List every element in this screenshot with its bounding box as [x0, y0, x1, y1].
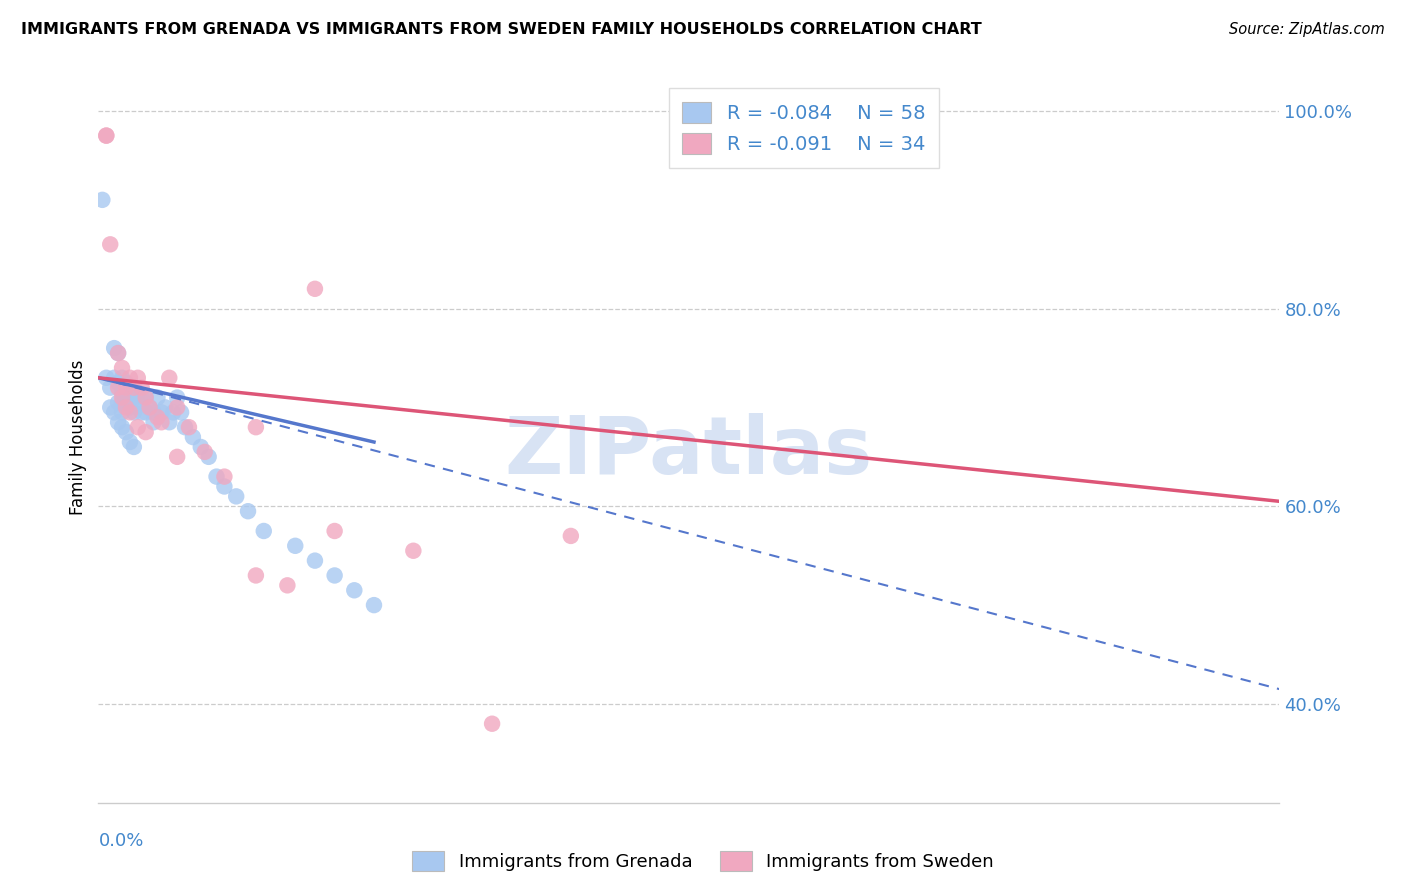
Point [122, 440, 145, 454]
Point [111, 360, 134, 375]
Point [214, 479, 236, 493]
Point [146, 410, 169, 425]
Point [135, 391, 157, 405]
Point [127, 420, 149, 434]
Point [107, 376, 129, 390]
Text: IMMIGRANTS FROM GRENADA VS IMMIGRANTS FROM SWEDEN FAMILY HOUSEHOLDS CORRELATION : IMMIGRANTS FROM GRENADA VS IMMIGRANTS FR… [21, 22, 981, 37]
Point [142, 405, 165, 419]
Point [166, 391, 188, 405]
Point [135, 391, 157, 405]
Point [98, 237, 121, 252]
Point [194, 445, 217, 459]
Point [135, 425, 157, 439]
Point [245, 420, 267, 434]
Point [170, 405, 193, 419]
Point [150, 405, 173, 419]
Point [103, 341, 125, 355]
Point [107, 346, 129, 360]
Point [115, 376, 138, 390]
Point [111, 405, 134, 419]
Point [197, 450, 219, 464]
Point [253, 524, 276, 538]
Point [127, 385, 149, 400]
Point [111, 385, 134, 400]
Text: ZIPatlas: ZIPatlas [505, 413, 873, 491]
Point [122, 381, 145, 395]
Point [115, 381, 138, 395]
Point [111, 371, 134, 385]
Point [245, 568, 267, 582]
Point [96, 128, 118, 143]
Point [162, 405, 184, 419]
Point [205, 469, 228, 483]
Point [142, 415, 165, 429]
Point [96, 371, 118, 385]
Legend: R = -0.084    N = 58, R = -0.091    N = 34: R = -0.084 N = 58, R = -0.091 N = 34 [669, 88, 939, 168]
Point [284, 539, 307, 553]
Text: 0.0%: 0.0% [98, 832, 143, 850]
Point [146, 391, 169, 405]
Point [122, 381, 145, 395]
Point [107, 395, 129, 409]
Point [155, 401, 177, 415]
Point [107, 381, 129, 395]
Point [166, 450, 188, 464]
Point [131, 405, 153, 419]
Point [98, 401, 121, 415]
Point [323, 568, 346, 582]
Point [118, 371, 141, 385]
Point [138, 401, 160, 415]
Point [118, 435, 141, 450]
Point [150, 415, 173, 429]
Point [402, 543, 425, 558]
Point [98, 381, 121, 395]
Point [115, 395, 138, 409]
Point [118, 401, 141, 415]
Point [111, 420, 134, 434]
Point [115, 425, 138, 439]
Point [122, 405, 145, 419]
Point [118, 405, 141, 419]
Point [343, 583, 366, 598]
Point [304, 554, 326, 568]
Point [131, 381, 153, 395]
Point [190, 440, 212, 454]
Point [177, 420, 200, 434]
Point [166, 401, 188, 415]
Point [91, 193, 114, 207]
Y-axis label: Family Households: Family Households [69, 359, 87, 515]
Point [96, 128, 118, 143]
Point [304, 282, 326, 296]
Point [118, 381, 141, 395]
Point [236, 504, 259, 518]
Point [127, 371, 149, 385]
Point [157, 371, 180, 385]
Point [115, 401, 138, 415]
Point [135, 405, 157, 419]
Point [276, 578, 298, 592]
Point [103, 371, 125, 385]
Point [481, 716, 503, 731]
Point [157, 415, 180, 429]
Point [323, 524, 346, 538]
Point [118, 391, 141, 405]
Point [225, 489, 247, 503]
Point [127, 395, 149, 409]
Legend: Immigrants from Grenada, Immigrants from Sweden: Immigrants from Grenada, Immigrants from… [405, 844, 1001, 879]
Point [181, 430, 204, 444]
Point [107, 415, 129, 429]
Point [103, 405, 125, 419]
Point [107, 346, 129, 360]
Point [560, 529, 582, 543]
Point [115, 385, 138, 400]
Point [111, 391, 134, 405]
Point [363, 598, 385, 612]
Point [111, 395, 134, 409]
Point [122, 391, 145, 405]
Text: Source: ZipAtlas.com: Source: ZipAtlas.com [1229, 22, 1385, 37]
Point [131, 391, 153, 405]
Point [174, 420, 197, 434]
Point [214, 469, 236, 483]
Point [138, 401, 160, 415]
